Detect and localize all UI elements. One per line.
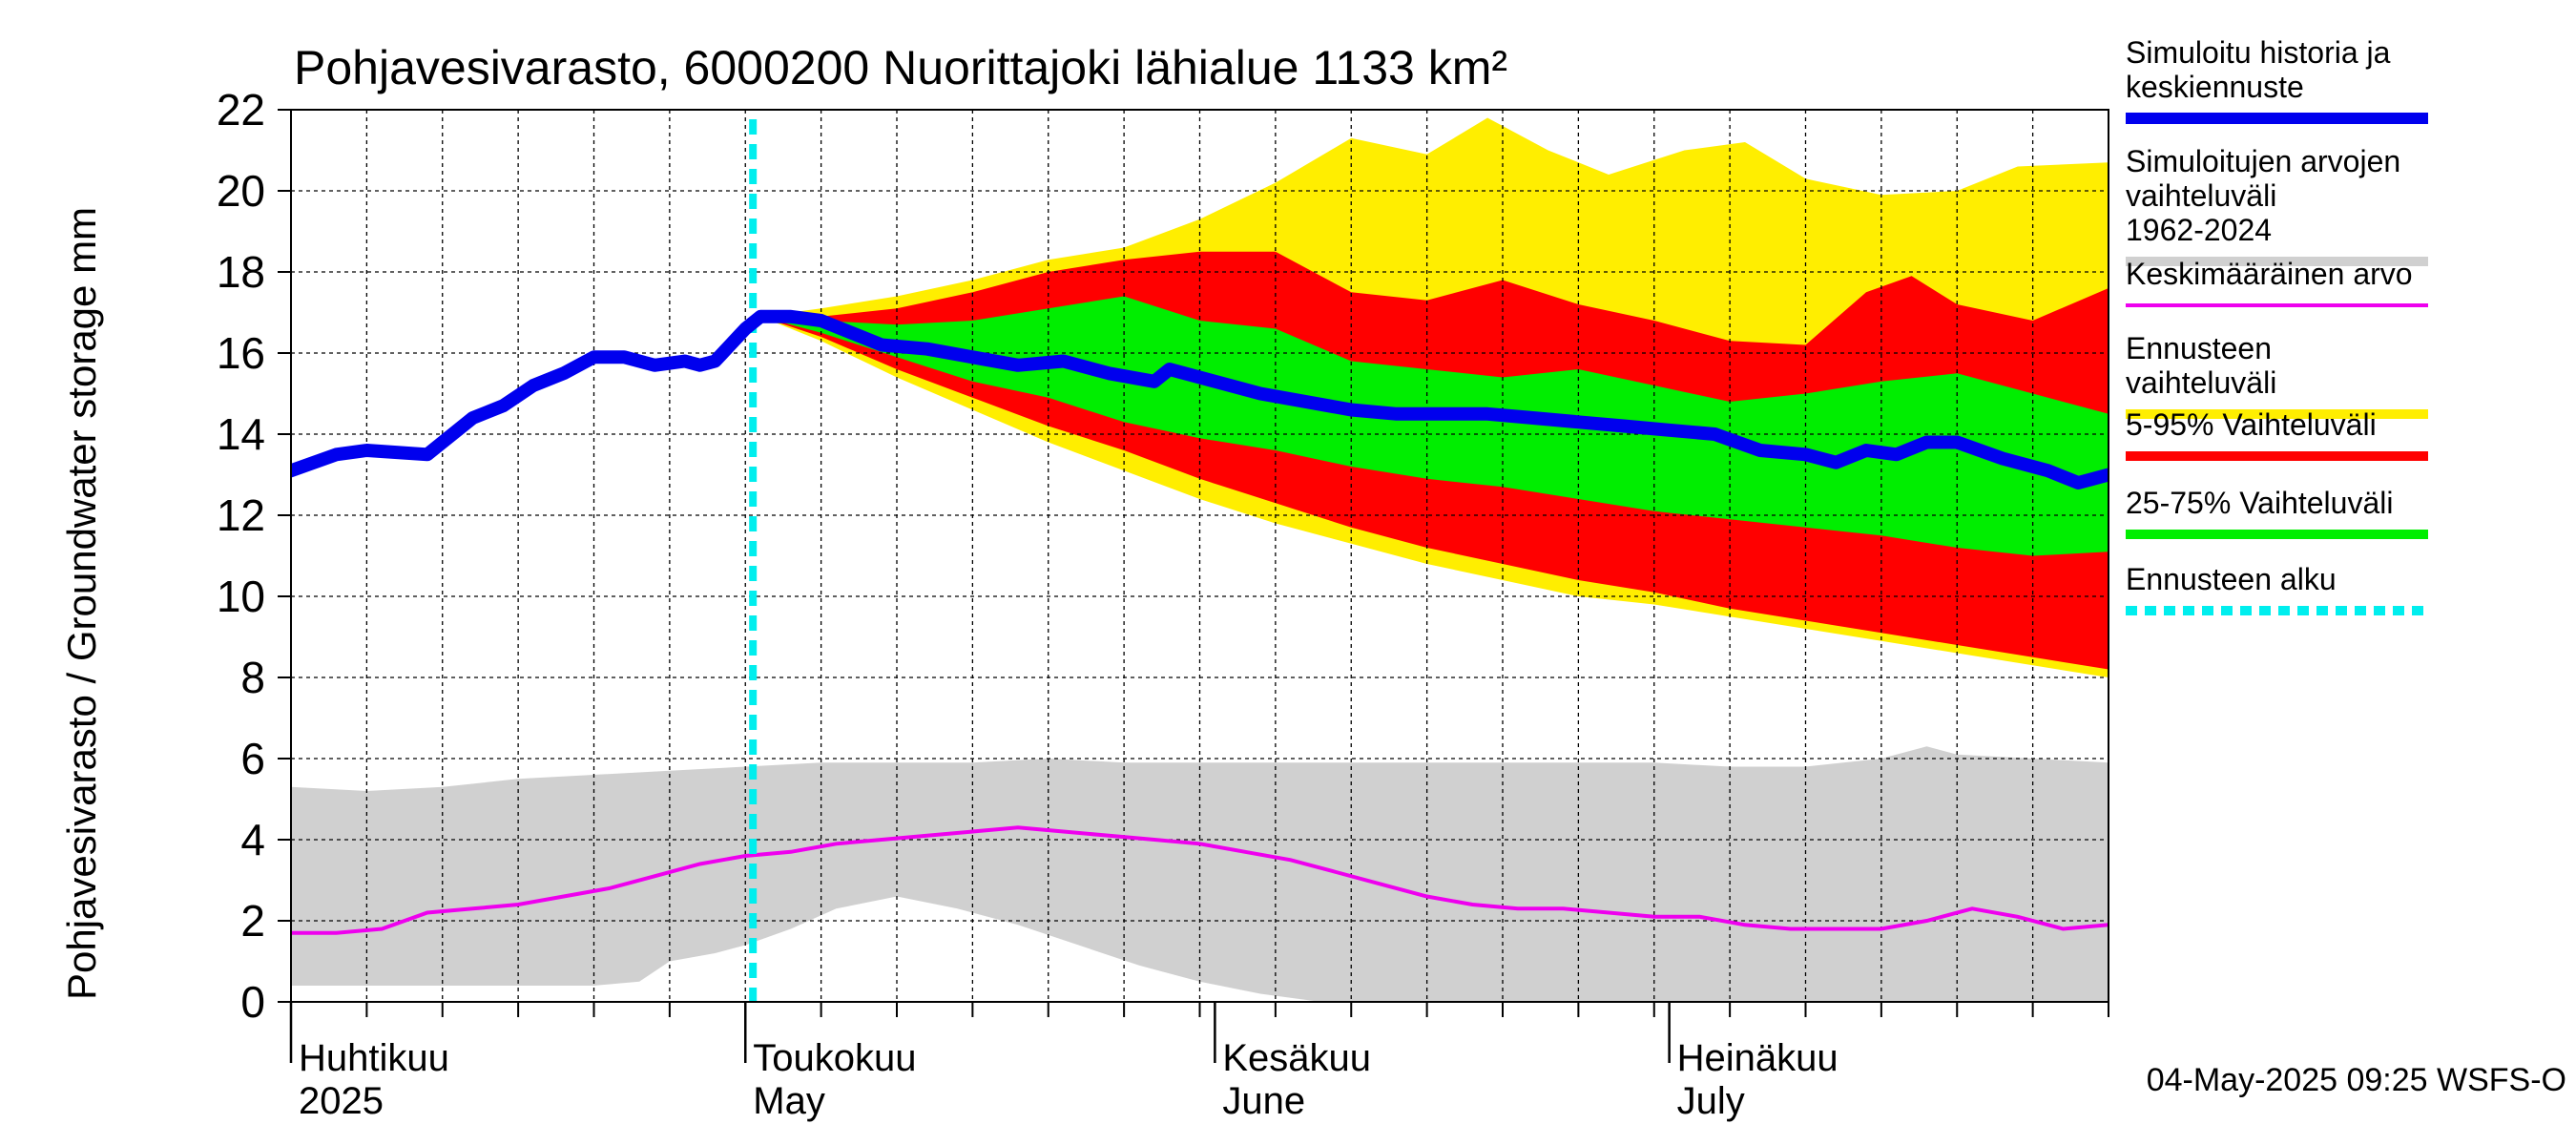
x-month-label-fi: Heinäkuu [1677, 1037, 1839, 1079]
legend-label-mean: Keskimääräinen arvo [2126, 257, 2413, 291]
x-month-label-en: 2025 [299, 1080, 384, 1122]
legend-label-p25_75: 25-75% Vaihteluväli [2126, 486, 2393, 520]
timestamp: 04-May-2025 09:25 WSFS-O [2147, 1062, 2566, 1098]
legend-label-forecast_range: Ennusteen vaihteluväli [2126, 331, 2276, 400]
x-month-label-fi: Huhtikuu [299, 1037, 449, 1079]
y-tick-label: 20 [217, 166, 265, 216]
legend-label-range: Simuloitujen arvojen vaihteluväli 1962-202… [2126, 144, 2400, 247]
legend-label-history: Simuloitu historia ja keskiennuste [2126, 35, 2391, 104]
y-tick-label: 4 [240, 815, 265, 864]
legend: Simuloitu historia ja keskiennuste Simuloi… [2126, 35, 2428, 615]
line-layers [291, 119, 2109, 1002]
p25-75-band [760, 296, 2109, 556]
y-tick-label: 2 [240, 896, 265, 946]
y-tick-label: 12 [217, 490, 265, 540]
y-axis: 0 2 4 6 8 10 12 14 16 18 20 22 [217, 85, 291, 1027]
chart-title: Pohjavesivarasto, 6000200 Nuorittajoki l… [294, 41, 1507, 94]
mean-line [291, 825, 2109, 935]
y-tick-label: 18 [217, 247, 265, 297]
y-tick-label: 16 [217, 328, 265, 378]
y-tick-label: 10 [217, 572, 265, 621]
y-axis-label: Pohjavesivarasto / Groundwater storage m… [59, 207, 104, 1000]
history-median-line [291, 309, 2109, 489]
x-month-label-fi: Toukokuu [753, 1037, 916, 1079]
legend-label-p5_95: 5-95% Vaihteluväli [2126, 407, 2377, 442]
x-month-label-fi: Kesäkuu [1222, 1037, 1371, 1079]
y-tick-label: 8 [240, 653, 265, 702]
legend-label-forecast_start: Ennusteen alku [2126, 562, 2337, 596]
x-month-label-en: May [753, 1080, 825, 1122]
grid-lines [291, 110, 2109, 1002]
x-month-label-en: June [1222, 1080, 1305, 1122]
x-month-label-en: July [1677, 1080, 1745, 1122]
y-tick-label: 14 [217, 409, 265, 459]
y-tick-label: 0 [240, 977, 265, 1027]
y-tick-label: 6 [240, 734, 265, 783]
y-tick-label: 22 [217, 85, 265, 135]
